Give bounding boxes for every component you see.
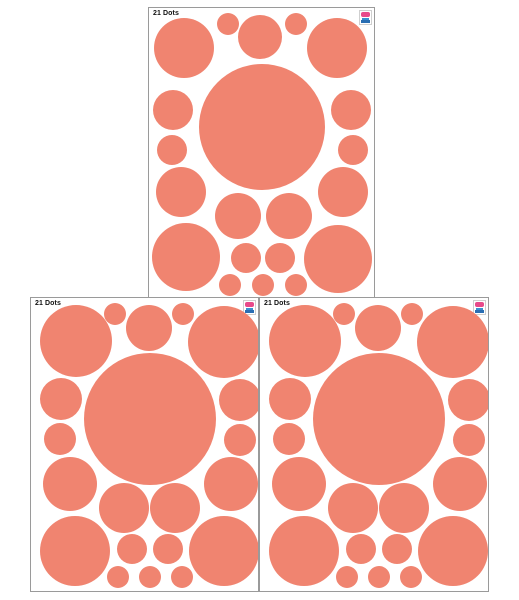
dot [355, 305, 401, 351]
dot [199, 64, 325, 190]
sheet-label: 21 Dots [264, 300, 290, 307]
dot [171, 566, 193, 588]
dot [104, 303, 126, 325]
dot [336, 566, 358, 588]
dot [453, 424, 485, 456]
dot [231, 243, 261, 273]
dot [307, 18, 367, 78]
dot [217, 13, 239, 35]
dot [448, 379, 488, 421]
sticker-sheet-right: 21 Dots [259, 297, 489, 592]
dot [368, 566, 390, 588]
sticker-sheet-left: 21 Dots [30, 297, 259, 592]
dot-layout [40, 303, 258, 588]
dot [285, 13, 307, 35]
dot [417, 306, 488, 378]
dot [382, 534, 412, 564]
sheet-label: 21 Dots [35, 300, 61, 307]
dot [150, 483, 200, 533]
dot [333, 303, 355, 325]
dot [272, 457, 326, 511]
dot [219, 379, 258, 421]
dot [154, 18, 214, 78]
dot-layout [152, 13, 372, 296]
dot [152, 223, 220, 291]
dot [215, 193, 261, 239]
dot [219, 274, 241, 296]
dot [153, 534, 183, 564]
dot [139, 566, 161, 588]
brand-logo-icon [359, 10, 372, 25]
brand-logo-icon [243, 300, 256, 315]
dot [328, 483, 378, 533]
dot [153, 90, 193, 130]
dot [189, 516, 258, 586]
dot [269, 516, 339, 586]
dot [40, 378, 82, 420]
dot [204, 457, 258, 511]
dot [238, 15, 282, 59]
dot [157, 135, 187, 165]
dot [44, 423, 76, 455]
brand-logo-icon [473, 300, 486, 315]
dot [40, 305, 112, 377]
dot [107, 566, 129, 588]
dot [401, 303, 423, 325]
dot [400, 566, 422, 588]
dot [84, 353, 216, 485]
dot [318, 167, 368, 217]
dot [269, 305, 341, 377]
dot [331, 90, 371, 130]
dot [265, 243, 295, 273]
dot [418, 516, 488, 586]
dot [117, 534, 147, 564]
dot [224, 424, 256, 456]
dot [172, 303, 194, 325]
dot [269, 378, 311, 420]
dot [156, 167, 206, 217]
dot [126, 305, 172, 351]
dot [433, 457, 487, 511]
dot [252, 274, 274, 296]
dot [379, 483, 429, 533]
dot [273, 423, 305, 455]
sheet-label: 21 Dots [153, 10, 179, 17]
dot [313, 353, 445, 485]
dot [188, 306, 258, 378]
dot [346, 534, 376, 564]
dot [43, 457, 97, 511]
dot [338, 135, 368, 165]
dot-layout [269, 303, 488, 588]
dot [285, 274, 307, 296]
dot [99, 483, 149, 533]
dot [266, 193, 312, 239]
dot [304, 225, 372, 293]
sticker-sheet-top: 21 Dots [148, 7, 375, 299]
dot [40, 516, 110, 586]
